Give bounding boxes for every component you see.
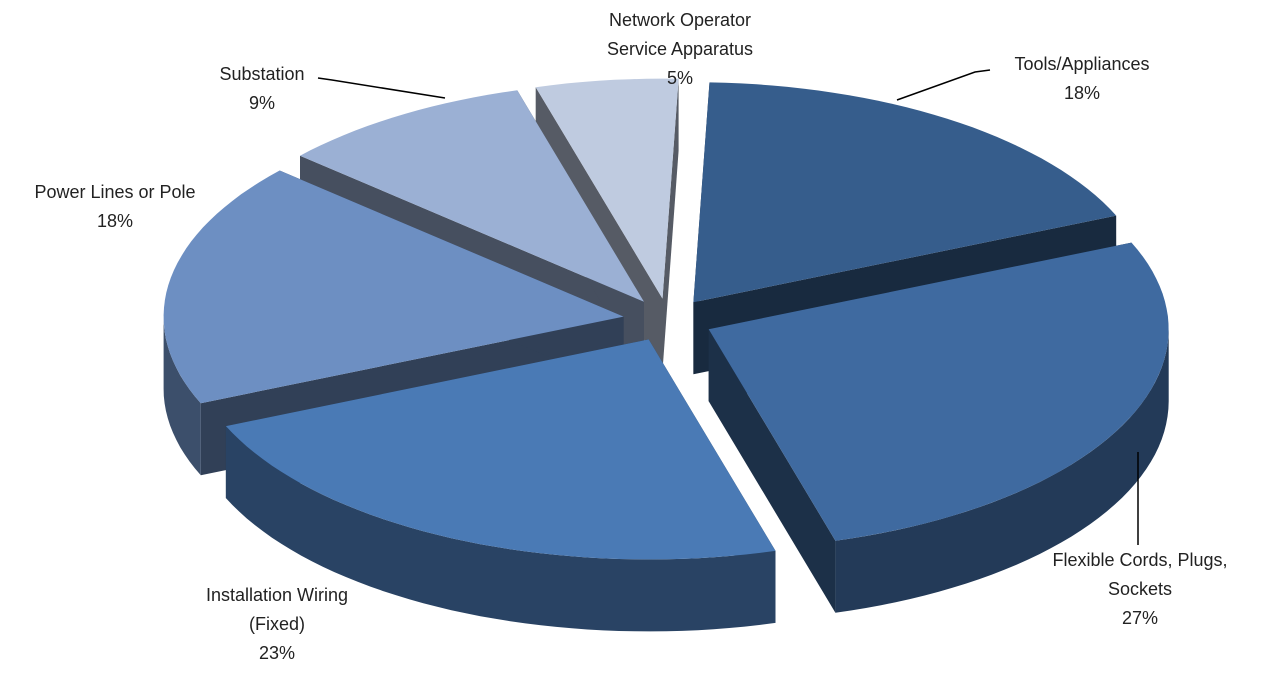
value-label: 23% [258,643,296,663]
slice-label: Power Lines or Pole 18% [0,178,245,236]
slice [300,90,644,302]
category-label: Substation [219,64,305,84]
slice-wall [835,329,1169,613]
slice-side [708,329,836,613]
category-label: Tools/Appliances [1014,54,1150,74]
slice-label: Flexible Cords, Plugs, Sockets 27% [1025,546,1255,633]
slice [163,170,624,404]
leader-line [896,69,991,101]
category-label: Network Operator Service Apparatus [606,10,754,59]
category-label: Flexible Cords, Plugs, Sockets [1052,550,1228,599]
value-label: 27% [1121,608,1159,628]
value-label: 18% [96,211,134,231]
value-label: 9% [248,93,275,113]
slice-label: Tools/Appliances 18% [972,50,1192,108]
category-label: Installation Wiring (Fixed) [205,585,349,634]
slice-label: Substation 9% [182,60,342,118]
slice [225,339,776,560]
value-label: 5% [666,68,693,88]
slice-side [662,78,679,371]
slice-wall [163,316,201,476]
slice [708,242,1169,541]
value-label: 18% [1063,83,1101,103]
slice-wall [225,426,776,632]
slice-label: Network Operator Service Apparatus 5% [580,6,780,93]
slice [693,82,1117,303]
leader-line [317,77,446,99]
slices [163,78,1169,632]
slice-label: Installation Wiring (Fixed) 23% [177,581,377,668]
slice [535,78,679,299]
category-label: Power Lines or Pole [34,182,196,202]
